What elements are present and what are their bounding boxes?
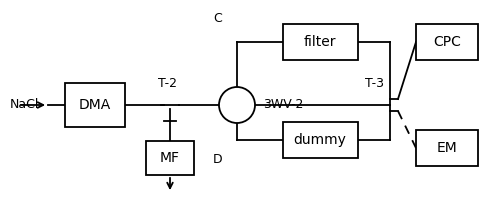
Circle shape (219, 87, 255, 123)
Text: DMA: DMA (79, 98, 111, 112)
Text: dummy: dummy (294, 133, 346, 147)
Text: 3WV-2: 3WV-2 (263, 99, 304, 112)
Text: NaCl: NaCl (10, 99, 40, 112)
Text: D: D (213, 153, 223, 166)
Text: C: C (214, 12, 222, 25)
Bar (416, 24, 478, 60)
Bar (282, 24, 358, 60)
Text: CPC: CPC (433, 35, 461, 49)
Text: filter: filter (304, 35, 336, 49)
Text: EM: EM (436, 141, 458, 155)
Bar (282, 122, 358, 158)
Text: T-3: T-3 (365, 77, 384, 90)
Text: MF: MF (160, 151, 180, 165)
Bar (416, 130, 478, 166)
Text: T-2: T-2 (158, 77, 178, 90)
Bar (146, 141, 194, 175)
Bar (65, 83, 125, 127)
